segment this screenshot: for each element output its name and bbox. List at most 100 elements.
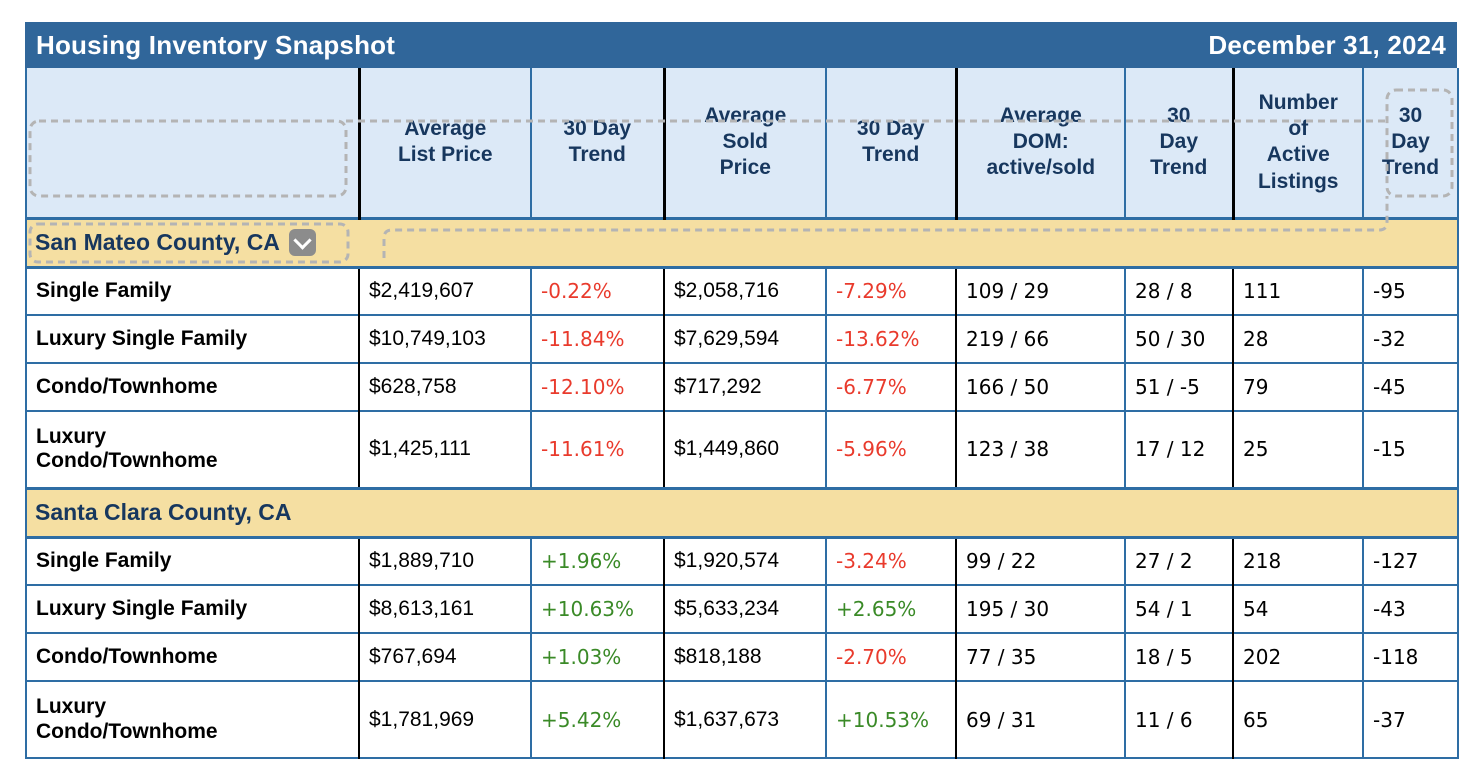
- property-type: Luxury Condo/Townhome: [26, 410, 359, 488]
- column-header-list-trend: 30 Day Trend: [530, 68, 664, 218]
- active-listings: 65: [1232, 680, 1363, 758]
- avg-sold-price: $1,637,673: [663, 680, 826, 758]
- listings-trend: -37: [1362, 680, 1458, 758]
- avg-dom: 195 / 30: [955, 584, 1125, 633]
- county-row-san-mateo: San Mateo County, CA: [26, 216, 1458, 269]
- sold-trend: +10.53%: [825, 680, 956, 758]
- table-row: Single Family $1,889,710 +1.96% $1,920,5…: [26, 536, 1458, 585]
- avg-list-price: $1,425,111: [358, 410, 531, 488]
- listings-trend: -15: [1362, 410, 1458, 488]
- listings-trend: -118: [1362, 632, 1458, 681]
- chevron-down-icon: [293, 230, 312, 250]
- property-type: Single Family: [26, 266, 359, 315]
- property-type: Luxury Single Family: [26, 584, 359, 633]
- avg-dom: 219 / 66: [955, 314, 1125, 363]
- listings-trend: -95: [1362, 266, 1458, 315]
- page-title: Housing Inventory Snapshot: [36, 29, 396, 60]
- sold-trend: +2.65%: [825, 584, 956, 633]
- column-header-sold-trend: 30 Day Trend: [825, 68, 956, 218]
- active-listings: 218: [1232, 536, 1363, 585]
- avg-list-price: $767,694: [358, 632, 531, 681]
- property-type: Luxury Single Family: [26, 314, 359, 363]
- list-trend: -11.84%: [530, 314, 664, 363]
- sold-trend: -7.29%: [825, 266, 956, 315]
- active-listings: 28: [1232, 314, 1363, 363]
- list-trend: +10.63%: [530, 584, 664, 633]
- avg-dom: 109 / 29: [955, 266, 1125, 315]
- active-listings: 79: [1232, 362, 1363, 411]
- dom-trend: 17 / 12: [1124, 410, 1233, 488]
- avg-sold-price: $2,058,716: [663, 266, 826, 315]
- table-row: Luxury Condo/Townhome $1,425,111 -11.61%…: [26, 410, 1458, 488]
- active-listings: 202: [1232, 632, 1363, 681]
- column-header-listings-trend: 30 Day Trend: [1362, 68, 1458, 218]
- dom-trend: 27 / 2: [1124, 536, 1233, 585]
- property-type: Single Family: [26, 536, 359, 585]
- sold-trend: -5.96%: [825, 410, 956, 488]
- sold-trend: -6.77%: [825, 362, 956, 411]
- column-header-active-listings: Number of Active Listings: [1231, 68, 1363, 218]
- table-row: Luxury Condo/Townhome $1,781,969 +5.42% …: [26, 680, 1458, 758]
- column-header-dom-trend: 30 Day Trend: [1124, 68, 1233, 218]
- housing-inventory-report: Housing Inventory Snapshot December 31, …: [25, 22, 1459, 759]
- dom-trend: 50 / 30: [1124, 314, 1233, 363]
- sold-trend: -2.70%: [825, 632, 956, 681]
- list-trend: -11.61%: [530, 410, 664, 488]
- property-type: Condo/Townhome: [26, 362, 359, 411]
- list-trend: +5.42%: [530, 680, 664, 758]
- avg-list-price: $10,749,103: [358, 314, 531, 363]
- county-name: San Mateo County, CA: [35, 229, 280, 255]
- listings-trend: -127: [1362, 536, 1458, 585]
- report-date: December 31, 2024: [1208, 29, 1446, 60]
- list-trend: -0.22%: [530, 266, 664, 315]
- table-row: Single Family $2,419,607 -0.22% $2,058,7…: [26, 266, 1458, 315]
- column-header-avg-list-price: Average List Price: [357, 68, 531, 218]
- dom-trend: 54 / 1: [1124, 584, 1233, 633]
- county-dropdown-button[interactable]: [288, 229, 316, 256]
- header-row: Average List Price 30 Day Trend Average …: [26, 68, 1458, 218]
- avg-sold-price: $717,292: [663, 362, 826, 411]
- table-row: Luxury Single Family $10,749,103 -11.84%…: [26, 314, 1458, 363]
- avg-dom: 166 / 50: [955, 362, 1125, 411]
- avg-dom: 69 / 31: [955, 680, 1125, 758]
- list-trend: -12.10%: [530, 362, 664, 411]
- county-name: Santa Clara County, CA: [35, 499, 292, 525]
- avg-list-price: $2,419,607: [358, 266, 531, 315]
- dom-trend: 28 / 8: [1124, 266, 1233, 315]
- avg-list-price: $628,758: [358, 362, 531, 411]
- avg-dom: 77 / 35: [955, 632, 1125, 681]
- avg-sold-price: $7,629,594: [663, 314, 826, 363]
- avg-list-price: $8,613,161: [358, 584, 531, 633]
- table-row: Luxury Single Family $8,613,161 +10.63% …: [26, 584, 1458, 633]
- avg-dom: 123 / 38: [955, 410, 1125, 488]
- avg-sold-price: $5,633,234: [663, 584, 826, 633]
- table-row: Condo/Townhome $767,694 +1.03% $818,188 …: [26, 632, 1458, 681]
- list-trend: +1.03%: [530, 632, 664, 681]
- active-listings: 25: [1232, 410, 1363, 488]
- dom-trend: 18 / 5: [1124, 632, 1233, 681]
- avg-list-price: $1,781,969: [358, 680, 531, 758]
- avg-sold-price: $818,188: [663, 632, 826, 681]
- avg-sold-price: $1,920,574: [663, 536, 826, 585]
- county-row-santa-clara: Santa Clara County, CA: [26, 486, 1458, 539]
- dom-trend: 11 / 6: [1124, 680, 1233, 758]
- sold-trend: -13.62%: [825, 314, 956, 363]
- column-header-avg-dom: Average DOM: active/sold: [954, 68, 1125, 218]
- listings-trend: -32: [1362, 314, 1458, 363]
- listings-trend: -45: [1362, 362, 1458, 411]
- dom-trend: 51 / -5: [1124, 362, 1233, 411]
- avg-list-price: $1,889,710: [358, 536, 531, 585]
- listings-trend: -43: [1362, 584, 1458, 633]
- inventory-table: Average List Price 30 Day Trend Average …: [25, 68, 1459, 759]
- avg-dom: 99 / 22: [955, 536, 1125, 585]
- active-listings: 54: [1232, 584, 1363, 633]
- table-row: Condo/Townhome $628,758 -12.10% $717,292…: [26, 362, 1458, 411]
- column-header-avg-sold-price: Average Sold Price: [662, 68, 826, 218]
- property-type: Luxury Condo/Townhome: [26, 680, 359, 758]
- sold-trend: -3.24%: [825, 536, 956, 585]
- list-trend: +1.96%: [530, 536, 664, 585]
- avg-sold-price: $1,449,860: [663, 410, 826, 488]
- title-bar: Housing Inventory Snapshot December 31, …: [25, 22, 1457, 68]
- property-type: Condo/Townhome: [26, 632, 359, 681]
- column-header-blank: [26, 68, 359, 218]
